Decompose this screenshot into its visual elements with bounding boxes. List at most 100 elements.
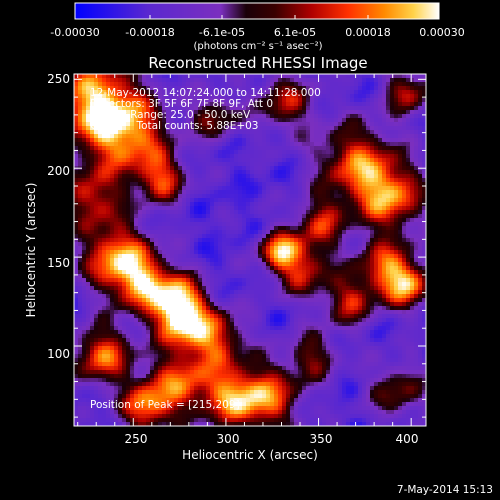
heatmap-cell <box>74 298 79 303</box>
heatmap-cell <box>106 338 111 343</box>
heatmap-cell <box>190 322 195 327</box>
heatmap-cell <box>150 162 155 167</box>
heatmap-cell <box>250 150 255 155</box>
heatmap-cell <box>190 118 195 123</box>
heatmap-cell <box>174 258 179 263</box>
heatmap-cell <box>158 234 163 239</box>
heatmap-cell <box>118 242 123 247</box>
heatmap-cell <box>246 266 251 271</box>
heatmap-cell <box>138 154 143 159</box>
heatmap-cell <box>150 374 155 379</box>
heatmap-cell <box>118 110 123 115</box>
heatmap-cell <box>254 302 259 307</box>
heatmap-cell <box>274 174 279 179</box>
heatmap-cell <box>110 310 115 315</box>
heatmap-cell <box>130 254 135 259</box>
heatmap-cell <box>270 190 275 195</box>
heatmap-cell <box>186 406 191 411</box>
heatmap-cell <box>238 182 243 187</box>
heatmap-cell <box>114 286 119 291</box>
heatmap-cell <box>222 178 227 183</box>
heatmap-cell <box>186 82 191 87</box>
heatmap-cell <box>246 354 251 359</box>
heatmap-cell <box>162 190 167 195</box>
heatmap-cell <box>122 198 127 203</box>
heatmap-cell <box>294 350 299 355</box>
heatmap-cell <box>210 162 215 167</box>
heatmap-cell <box>254 146 259 151</box>
heatmap-cell <box>134 138 139 143</box>
heatmap-cell <box>174 390 179 395</box>
heatmap-cell <box>102 314 107 319</box>
heatmap-cell <box>226 270 231 275</box>
heatmap-cell <box>154 178 159 183</box>
heatmap-cell <box>130 278 135 283</box>
heatmap-cell <box>186 186 191 191</box>
heatmap-cell <box>118 314 123 319</box>
heatmap-cell <box>278 338 283 343</box>
heatmap-cell <box>282 330 287 335</box>
heatmap-cell <box>170 210 175 215</box>
heatmap-cell <box>170 130 175 135</box>
heatmap-cell <box>246 210 251 215</box>
heatmap-cell <box>282 218 287 223</box>
heatmap-cell <box>86 186 91 191</box>
heatmap-cell <box>286 158 291 163</box>
heatmap-cell <box>162 210 167 215</box>
heatmap-cell <box>222 422 227 426</box>
heatmap-cell <box>266 410 271 415</box>
heatmap-cell <box>142 166 147 171</box>
heatmap-cell <box>170 158 175 163</box>
heatmap-cell <box>142 150 147 155</box>
heatmap-cell <box>74 370 79 375</box>
heatmap-cell <box>238 234 243 239</box>
heatmap-cell <box>154 186 159 191</box>
heatmap-cell <box>270 94 275 99</box>
heatmap-cell <box>202 362 207 367</box>
heatmap-cell <box>230 278 235 283</box>
heatmap-cell <box>290 182 295 187</box>
heatmap-cell <box>106 362 111 367</box>
heatmap-cell <box>190 134 195 139</box>
heatmap-cell <box>226 338 231 343</box>
heatmap-cell <box>290 314 295 319</box>
heatmap-cell <box>158 210 163 215</box>
heatmap-cell <box>170 394 175 399</box>
heatmap-cell <box>182 198 187 203</box>
heatmap-cell <box>170 166 175 171</box>
heatmap-cell <box>142 358 147 363</box>
heatmap-cell <box>230 398 235 403</box>
heatmap-cell <box>254 314 259 319</box>
heatmap-cell <box>186 110 191 115</box>
heatmap-cell <box>118 298 123 303</box>
heatmap-cell <box>278 362 283 367</box>
heatmap-cell <box>122 226 127 231</box>
heatmap-cell <box>94 166 99 171</box>
heatmap-cell <box>98 314 103 319</box>
heatmap-cell <box>218 234 223 239</box>
heatmap-cell <box>190 306 195 311</box>
heatmap-cell <box>258 162 263 167</box>
heatmap-cell <box>154 142 159 147</box>
heatmap-cell <box>242 366 247 371</box>
heatmap-cell <box>206 294 211 299</box>
heatmap-cell <box>290 278 295 283</box>
heatmap-cell <box>178 190 183 195</box>
heatmap-cell <box>270 250 275 255</box>
heatmap-cell <box>146 198 151 203</box>
heatmap-cell <box>214 114 219 119</box>
heatmap-cell <box>82 142 87 147</box>
heatmap-cell <box>78 282 83 287</box>
heatmap-cell <box>198 394 203 399</box>
heatmap-cell <box>198 122 203 127</box>
heatmap-cell <box>198 386 203 391</box>
heatmap-cell <box>86 258 91 263</box>
heatmap-cell <box>90 386 95 391</box>
heatmap-cell <box>278 306 283 311</box>
heatmap-cell <box>82 326 87 331</box>
heatmap-cell <box>294 214 299 219</box>
heatmap-cell <box>74 266 79 271</box>
heatmap-cell <box>186 402 191 407</box>
heatmap-cell <box>286 402 291 407</box>
heatmap-cell <box>186 254 191 259</box>
